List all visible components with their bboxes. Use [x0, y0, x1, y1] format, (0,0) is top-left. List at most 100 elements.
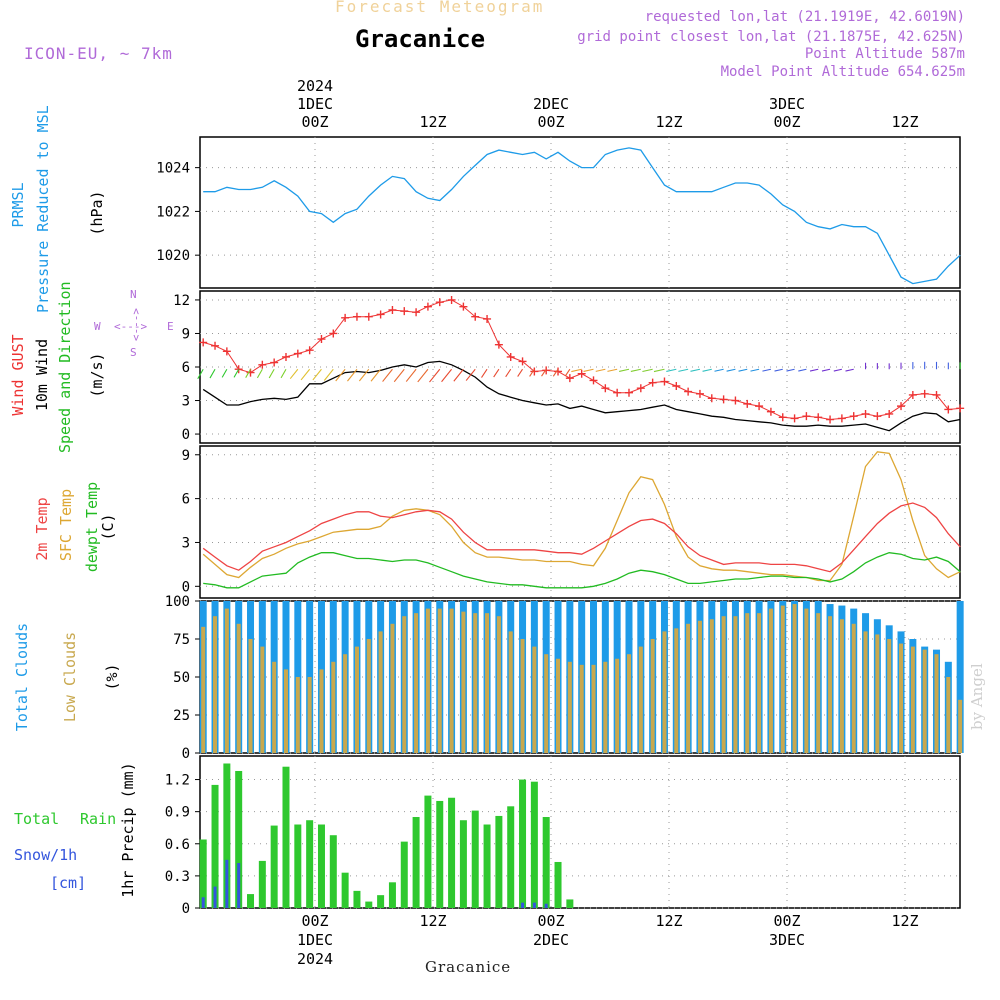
model-label: ICON-EU, ~ 7km: [24, 44, 173, 63]
compass-n-icon: N: [130, 288, 137, 301]
panel-frame-precipitation: [199, 755, 961, 909]
wind-barb: [268, 368, 275, 379]
ytick-label-temperature-2: 6: [182, 492, 190, 508]
low-cloud-bar: [828, 616, 833, 753]
gust-point: [435, 298, 444, 307]
low-cloud-bar: [851, 623, 856, 753]
gust-point: [837, 414, 846, 423]
low-cloud-bar: [733, 616, 738, 753]
snow-bar: [544, 903, 548, 908]
rain-bar: [199, 839, 207, 908]
wind-barb: [245, 368, 251, 378]
ytick-label-clouds-0: 0: [182, 746, 190, 762]
gust-point: [542, 366, 551, 375]
snow-bar: [532, 902, 536, 908]
wind-barb: [619, 368, 630, 372]
low-cloud-bar: [283, 669, 288, 753]
sfc-temp-series: [202, 451, 961, 582]
gust-point: [743, 399, 752, 408]
low-cloud-bar: [319, 669, 324, 753]
wind-barb: [453, 368, 464, 382]
rain-bar: [507, 806, 515, 908]
point-altitude: Point Altitude 587m: [804, 46, 965, 62]
low-cloud-bar: [390, 623, 395, 753]
wind-barb: [666, 368, 677, 372]
wind-barb: [370, 368, 382, 382]
rain-bar: [353, 890, 361, 908]
low-cloud-bar: [508, 631, 513, 753]
low-cloud-bar: [567, 661, 572, 753]
low-cloud-bar: [260, 646, 265, 753]
low-cloud-bar: [757, 613, 762, 753]
top-date-label: 2DEC: [533, 95, 569, 113]
rain-bar: [400, 841, 408, 908]
low-cloud-bar: [556, 658, 561, 753]
bottom-hour-label: 12Z: [891, 912, 918, 930]
gust-point: [423, 302, 432, 311]
gust-point: [873, 412, 882, 421]
snow-unit-label: [cm]: [50, 874, 87, 892]
wind-barb: [630, 368, 641, 372]
ytick-label-pressure-1: 1022: [156, 204, 190, 220]
gust-point: [613, 388, 622, 397]
low-cloud-bar: [816, 613, 821, 753]
ytick-label-clouds-2: 50: [173, 670, 190, 686]
wind-barb: [821, 368, 831, 372]
wind-barb: [786, 368, 795, 372]
top-date-label: 1DEC: [297, 95, 333, 113]
dewpt-series: [203, 552, 961, 589]
ytick-label-wind-3: 9: [182, 326, 190, 342]
rain-bar: [436, 800, 444, 908]
gust-point: [211, 341, 220, 350]
gust-point: [660, 377, 669, 386]
meteogram-title: Forecast Meteogram: [335, 0, 545, 16]
top-hour-label: 12Z: [419, 113, 446, 131]
rain-bar: [294, 824, 302, 908]
rain-bar: [542, 817, 550, 908]
rain-bar: [341, 872, 349, 908]
low-cloud-bar: [686, 623, 691, 753]
gust-point: [329, 329, 338, 338]
snow-bar: [213, 886, 217, 908]
total-cloud-bar: [956, 601, 964, 753]
bottom-date-label: 3DEC: [769, 931, 805, 949]
wind-barb: [312, 368, 322, 381]
low-cloud-bar: [638, 646, 643, 753]
wind-barb: [256, 368, 263, 379]
low-cloud-bar: [697, 620, 702, 753]
wind-barb: [221, 368, 228, 378]
gust-point: [270, 358, 279, 367]
rain-bar: [223, 763, 231, 908]
ytick-label-wind-4: 12: [173, 293, 190, 309]
location-title: Gracanice: [355, 25, 486, 53]
wind-barb: [750, 368, 760, 372]
top-date-label: 3DEC: [769, 95, 805, 113]
low-cloud-bar: [721, 616, 726, 753]
low-cloud-bar: [331, 661, 336, 753]
gust-point: [920, 389, 929, 398]
low-cloud-bar: [544, 654, 549, 753]
top-hour-label: 00Z: [537, 113, 564, 131]
gust-point: [376, 310, 385, 319]
bottom-hour-label: 00Z: [301, 912, 328, 930]
top-year-label: 2024: [297, 77, 333, 95]
credit-watermark: by Angel: [968, 663, 986, 730]
rain-bar: [448, 797, 456, 908]
wind-barb: [209, 368, 216, 379]
wind-barb: [382, 368, 393, 382]
gust-point: [601, 384, 610, 393]
top-hour-label: 12Z: [655, 113, 682, 131]
gust-point: [897, 402, 906, 411]
bottom-date-label: 2DEC: [533, 931, 569, 949]
gust-point: [707, 394, 716, 403]
low-cloud-bar: [496, 616, 501, 753]
gust-point: [222, 347, 231, 356]
gust-point: [695, 389, 704, 398]
temp-2m-series: [202, 502, 961, 573]
rain-bar: [247, 894, 255, 908]
wind-barb: [714, 368, 724, 372]
compass-s-icon: S: [130, 346, 137, 359]
low-cloud-bar: [804, 608, 809, 753]
gust-point: [258, 360, 267, 369]
snow-label: Snow/1h: [14, 846, 78, 864]
